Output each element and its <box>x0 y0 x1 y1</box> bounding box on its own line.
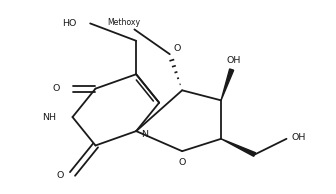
Text: O: O <box>178 158 186 167</box>
Text: O: O <box>173 44 180 53</box>
Text: HO: HO <box>62 19 76 28</box>
Polygon shape <box>221 139 256 156</box>
Text: Methoxy: Methoxy <box>107 18 140 27</box>
Text: O: O <box>56 171 64 180</box>
Text: NH: NH <box>43 113 56 122</box>
Text: OH: OH <box>226 56 241 65</box>
Polygon shape <box>221 69 234 100</box>
Text: OH: OH <box>292 133 306 142</box>
Text: N: N <box>141 130 149 139</box>
Text: O: O <box>53 84 60 93</box>
